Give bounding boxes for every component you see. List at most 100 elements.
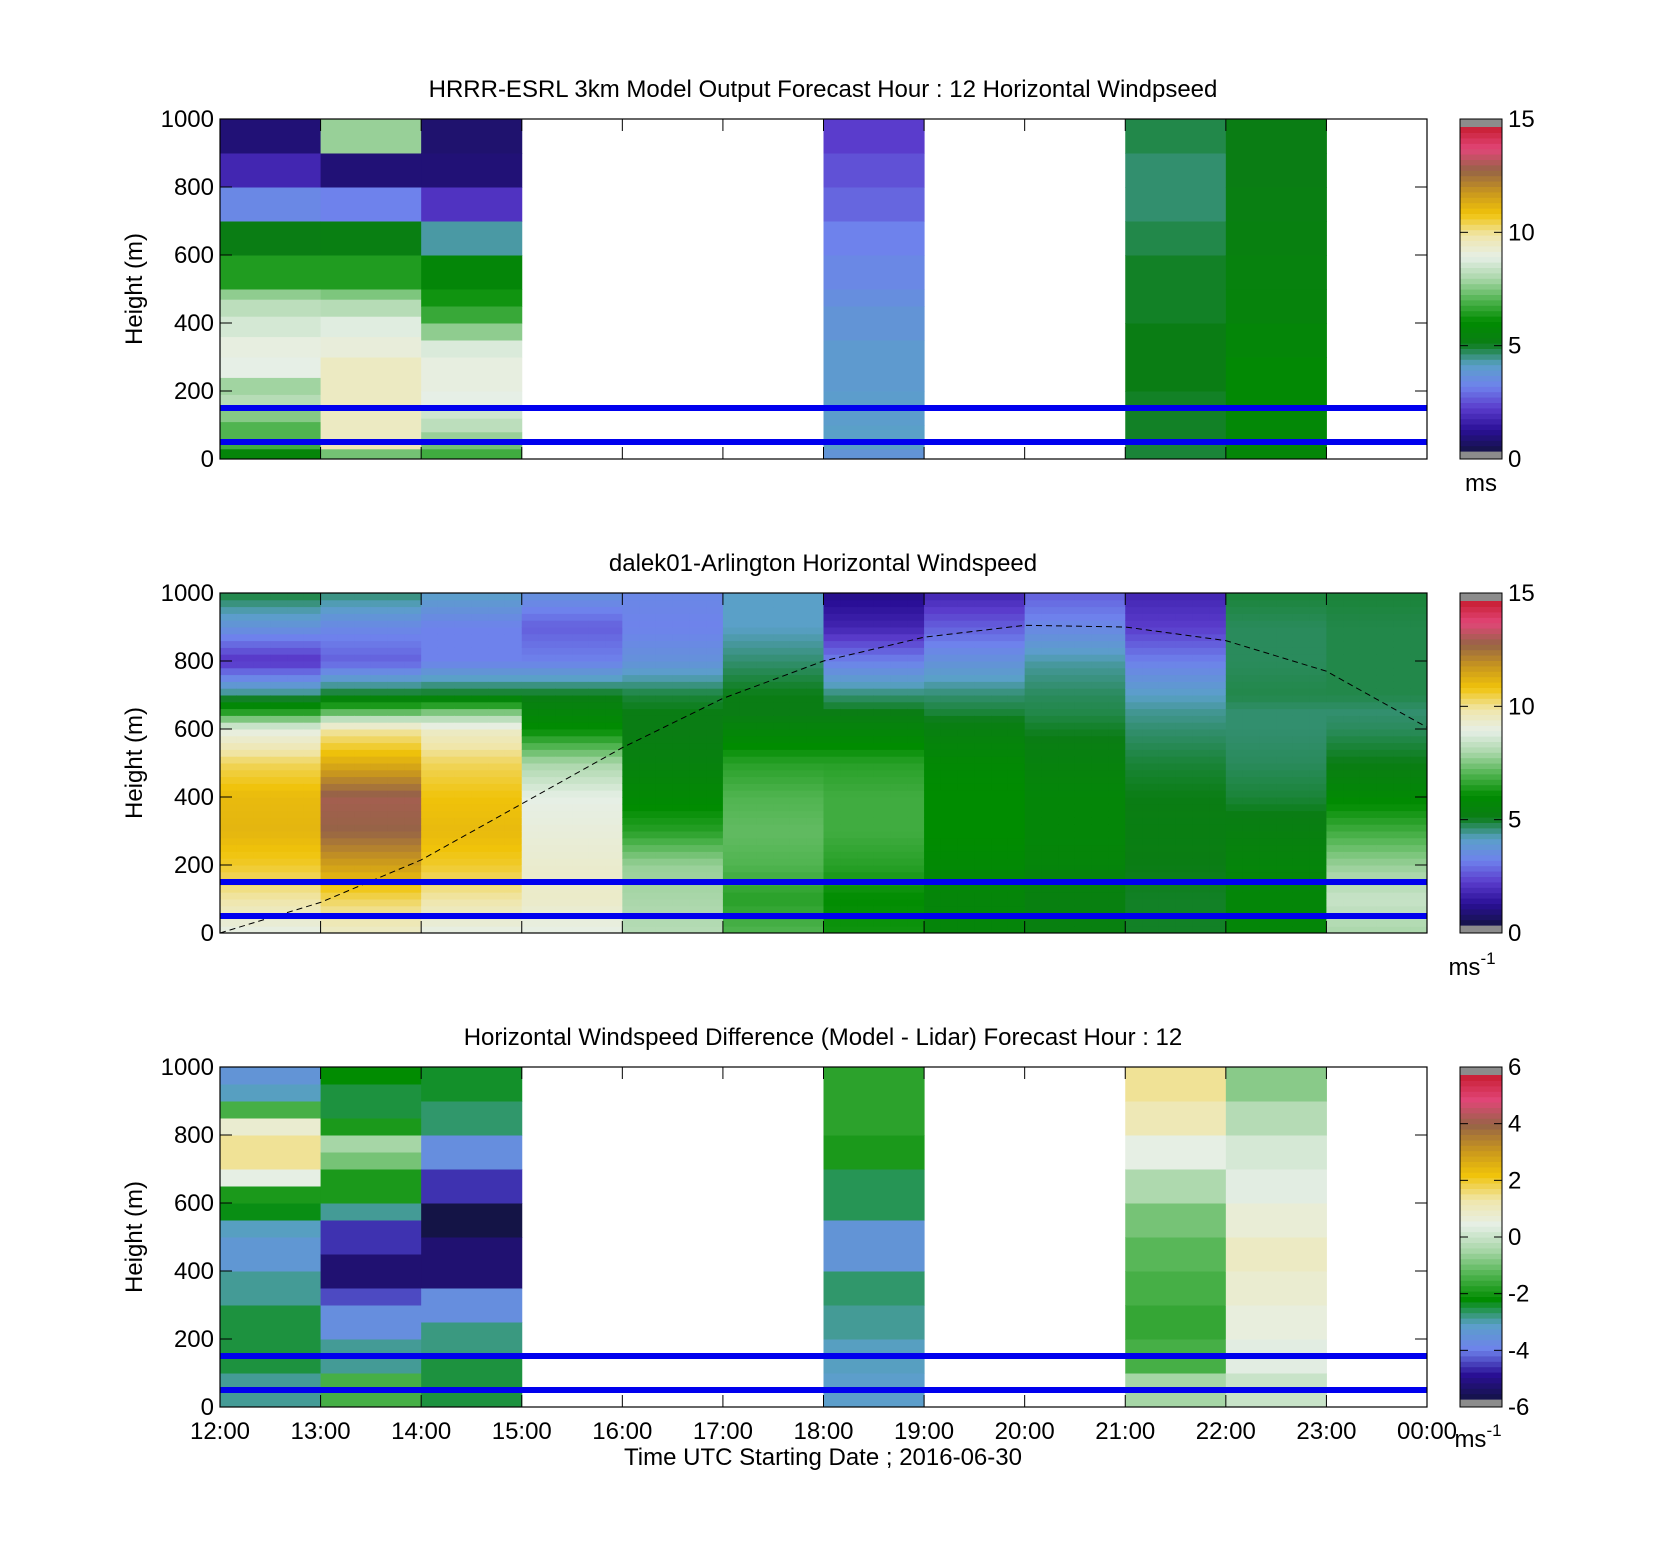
heatmap-cell bbox=[823, 593, 841, 601]
colorbar-segment bbox=[1460, 655, 1502, 661]
heatmap-cell bbox=[940, 674, 959, 682]
heatmap-cell bbox=[538, 756, 556, 764]
heatmap-cell bbox=[287, 722, 305, 730]
colorbar-unit: ms-1 bbox=[1454, 1421, 1501, 1453]
heatmap-cell bbox=[655, 769, 674, 778]
heatmap-cell bbox=[253, 661, 271, 669]
heatmap-cell bbox=[1259, 776, 1277, 784]
heatmap-cell bbox=[236, 661, 255, 669]
heatmap-cell bbox=[1058, 919, 1076, 927]
heatmap-cell bbox=[756, 837, 774, 846]
heatmap-cell bbox=[991, 776, 1009, 784]
heatmap-cell bbox=[471, 674, 489, 682]
heatmap-cell bbox=[1410, 627, 1427, 635]
heatmap-cell bbox=[1225, 593, 1244, 601]
heatmap-cell bbox=[1359, 831, 1378, 839]
heatmap-cell bbox=[823, 1305, 925, 1340]
heatmap-cell bbox=[873, 776, 892, 784]
heatmap-cell bbox=[1376, 905, 1394, 914]
heatmap-cell bbox=[1259, 742, 1277, 750]
heatmap-cell bbox=[622, 742, 640, 750]
heatmap-cell bbox=[538, 817, 556, 825]
heatmap-cell bbox=[320, 613, 338, 621]
heatmap-cell bbox=[220, 1203, 322, 1221]
heatmap-cell bbox=[270, 783, 288, 791]
heatmap-cell bbox=[756, 919, 774, 927]
heatmap-cell bbox=[1242, 824, 1260, 832]
heatmap-cell bbox=[756, 667, 774, 676]
heatmap-cell bbox=[1410, 735, 1427, 744]
heatmap-cell bbox=[1108, 790, 1126, 798]
heatmap-cell bbox=[823, 599, 841, 608]
heatmap-cell bbox=[1007, 776, 1026, 784]
heatmap-cell bbox=[1410, 606, 1427, 614]
heatmap-cell bbox=[940, 892, 959, 900]
heatmap-cell bbox=[622, 749, 640, 757]
heatmap-cell bbox=[253, 701, 271, 710]
heatmap-cell bbox=[320, 729, 338, 737]
heatmap-cell bbox=[1343, 729, 1361, 737]
heatmap-cell bbox=[940, 620, 959, 628]
heatmap-cell bbox=[1108, 837, 1126, 846]
heatmap-cell bbox=[1192, 627, 1210, 635]
heatmap-cell bbox=[421, 926, 439, 933]
heatmap-cell bbox=[404, 905, 422, 914]
heatmap-cell bbox=[354, 851, 372, 859]
heatmap-cell bbox=[572, 701, 590, 710]
heatmap-cell bbox=[220, 871, 238, 880]
heatmap-cell bbox=[1125, 606, 1143, 614]
heatmap-cell bbox=[1074, 627, 1093, 635]
colorbar-segment bbox=[1460, 1307, 1502, 1314]
heatmap-cell bbox=[1309, 769, 1327, 778]
heatmap-cell bbox=[1192, 715, 1210, 723]
heatmap-cell bbox=[437, 892, 456, 900]
heatmap-cell bbox=[1108, 613, 1126, 621]
heatmap-cell bbox=[957, 627, 975, 635]
heatmap-cell bbox=[722, 654, 741, 662]
heatmap-cell bbox=[622, 627, 640, 635]
heatmap-cell bbox=[404, 633, 422, 642]
heatmap-cell bbox=[253, 892, 271, 900]
heatmap-cell bbox=[1326, 742, 1344, 750]
heatmap-cell bbox=[572, 892, 590, 900]
heatmap-cell bbox=[840, 783, 858, 791]
heatmap-cell bbox=[236, 831, 255, 839]
colorbar-segment bbox=[1460, 784, 1502, 791]
heatmap-cell bbox=[940, 899, 959, 907]
heatmap-cell bbox=[370, 661, 389, 669]
heatmap-cell bbox=[840, 756, 858, 764]
colorbar-segment bbox=[1460, 375, 1502, 382]
heatmap-cell bbox=[890, 858, 908, 866]
heatmap-cell bbox=[789, 599, 808, 608]
heatmap-cell bbox=[1209, 871, 1227, 880]
heatmap-cell bbox=[1292, 756, 1311, 764]
heatmap-cell bbox=[1292, 824, 1311, 832]
heatmap-cell bbox=[857, 647, 875, 655]
heatmap-cell bbox=[421, 790, 439, 798]
heatmap-cell bbox=[337, 763, 355, 771]
heatmap-cell bbox=[354, 640, 372, 648]
heatmap-cell bbox=[1225, 1305, 1327, 1340]
heatmap-cell bbox=[454, 865, 472, 873]
heatmap-cell bbox=[421, 892, 439, 900]
heatmap-cell bbox=[354, 627, 372, 635]
heatmap-cell bbox=[387, 633, 405, 642]
heatmap-cell bbox=[320, 885, 338, 893]
heatmap-cell bbox=[622, 783, 640, 791]
heatmap-cell bbox=[236, 776, 255, 784]
heatmap-cell bbox=[622, 885, 640, 893]
heatmap-cell bbox=[555, 803, 573, 812]
heatmap-cell bbox=[1175, 667, 1193, 676]
heatmap-cell bbox=[806, 851, 824, 859]
heatmap-cell bbox=[639, 851, 657, 859]
heatmap-cell bbox=[655, 613, 674, 621]
heatmap-cell bbox=[823, 695, 841, 703]
colorbar-segment bbox=[1460, 854, 1502, 861]
heatmap-cell bbox=[1175, 593, 1193, 601]
heatmap-cell bbox=[387, 688, 405, 696]
heatmap-cell bbox=[639, 729, 657, 737]
heatmap-cell bbox=[354, 647, 372, 655]
heatmap-cell bbox=[270, 851, 288, 859]
heatmap-cell bbox=[789, 769, 808, 778]
heatmap-cell bbox=[1376, 729, 1394, 737]
